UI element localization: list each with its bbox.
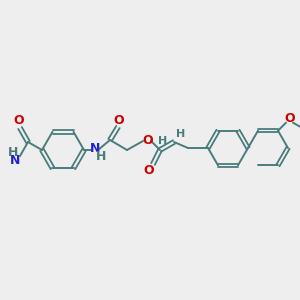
Text: N: N [10,154,20,167]
Text: O: O [285,112,295,125]
Text: H: H [158,136,168,146]
Text: N: N [90,142,100,155]
Text: H: H [176,129,186,139]
Text: O: O [114,113,124,127]
Text: H: H [96,151,106,164]
Text: H: H [8,146,18,158]
Text: O: O [143,134,153,146]
Text: O: O [14,115,24,128]
Text: O: O [144,164,154,178]
